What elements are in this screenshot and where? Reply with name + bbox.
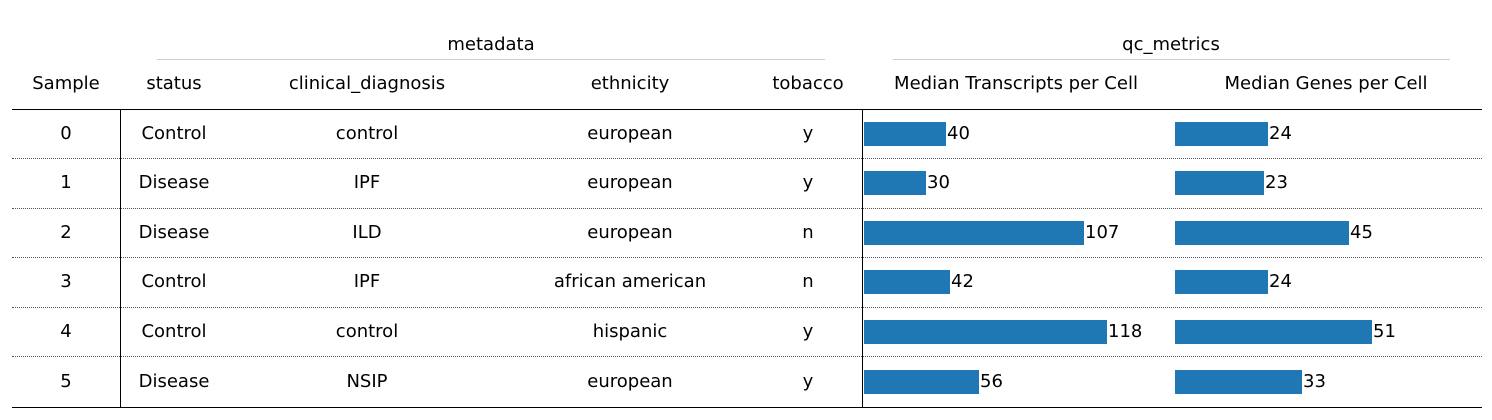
cell-ethnicity: hispanic xyxy=(592,321,668,342)
column-header-clinical-diagnosis: clinical_diagnosis xyxy=(288,73,446,94)
group-rule-qc-metrics xyxy=(893,59,1450,60)
cell-clinical-diagnosis: control xyxy=(335,123,399,144)
median-transcripts-bar xyxy=(864,270,950,294)
cell-ethnicity: european xyxy=(587,172,673,193)
cell-status: Disease xyxy=(138,371,210,392)
bottom-rule xyxy=(12,407,1482,408)
median-genes-label: 51 xyxy=(1373,321,1396,342)
median-transcripts-bar xyxy=(864,370,979,394)
median-transcripts-label: 40 xyxy=(947,123,970,144)
column-header-tobacco: tobacco xyxy=(772,73,844,94)
median-genes-bar xyxy=(1175,270,1268,294)
median-transcripts-bar xyxy=(864,171,926,195)
column-header-sample: Sample xyxy=(32,73,100,94)
cell-clinical-diagnosis: ILD xyxy=(352,222,382,243)
cell-status: Disease xyxy=(138,222,210,243)
column-separator-qc xyxy=(862,110,863,408)
cell-ethnicity: european xyxy=(587,123,673,144)
cell-status: Disease xyxy=(138,172,210,193)
cell-ethnicity: african american xyxy=(553,271,707,292)
cell-clinical-diagnosis: NSIP xyxy=(346,371,388,392)
group-header-metadata: metadata xyxy=(447,34,535,55)
cell-status: Control xyxy=(141,123,207,144)
median-genes-bar xyxy=(1175,320,1372,344)
median-transcripts-label: 42 xyxy=(951,271,974,292)
header-rule xyxy=(12,109,1482,110)
cell-sample: 4 xyxy=(60,321,72,342)
cell-sample: 0 xyxy=(60,123,72,144)
column-header-ethnicity: ethnicity xyxy=(590,73,670,94)
median-genes-label: 24 xyxy=(1269,271,1292,292)
cell-sample: 5 xyxy=(60,371,72,392)
cell-clinical-diagnosis: IPF xyxy=(353,271,381,292)
median-transcripts-label: 118 xyxy=(1108,321,1143,342)
column-header-median-genes: Median Genes per Cell xyxy=(1224,73,1428,94)
column-header-median-transcripts: Median Transcripts per Cell xyxy=(894,73,1138,94)
median-transcripts-bar xyxy=(864,320,1107,344)
cell-clinical-diagnosis: control xyxy=(335,321,399,342)
cell-sample: 2 xyxy=(60,222,72,243)
group-rule-metadata xyxy=(157,59,825,60)
median-transcripts-label: 107 xyxy=(1085,222,1120,243)
cell-sample: 3 xyxy=(60,271,72,292)
row-separator xyxy=(12,307,1482,308)
median-genes-label: 24 xyxy=(1269,123,1292,144)
median-genes-bar xyxy=(1175,171,1264,195)
row-separator xyxy=(12,208,1482,209)
cell-tobacco: y xyxy=(802,123,814,144)
column-separator-sample xyxy=(120,110,121,408)
median-transcripts-label: 56 xyxy=(980,371,1003,392)
cell-sample: 1 xyxy=(60,172,72,193)
row-separator xyxy=(12,257,1482,258)
median-genes-label: 45 xyxy=(1350,222,1373,243)
cell-tobacco: y xyxy=(802,321,814,342)
median-transcripts-bar xyxy=(864,122,946,146)
row-separator xyxy=(12,356,1482,357)
cell-ethnicity: european xyxy=(587,222,673,243)
median-transcripts-bar xyxy=(864,221,1084,245)
cell-tobacco: n xyxy=(802,271,814,292)
cell-tobacco: y xyxy=(802,172,814,193)
cell-status: Control xyxy=(141,321,207,342)
median-genes-label: 33 xyxy=(1303,371,1326,392)
median-genes-bar xyxy=(1175,370,1302,394)
median-genes-bar xyxy=(1175,122,1268,146)
column-header-status: status xyxy=(146,73,202,94)
median-transcripts-label: 30 xyxy=(927,172,950,193)
cell-ethnicity: european xyxy=(587,371,673,392)
row-separator xyxy=(12,158,1482,159)
median-genes-label: 23 xyxy=(1265,172,1288,193)
cell-tobacco: y xyxy=(802,371,814,392)
cell-clinical-diagnosis: IPF xyxy=(353,172,381,193)
group-header-qc-metrics: qc_metrics xyxy=(1122,34,1220,55)
median-genes-bar xyxy=(1175,221,1349,245)
cell-tobacco: n xyxy=(802,222,814,243)
cell-status: Control xyxy=(141,271,207,292)
